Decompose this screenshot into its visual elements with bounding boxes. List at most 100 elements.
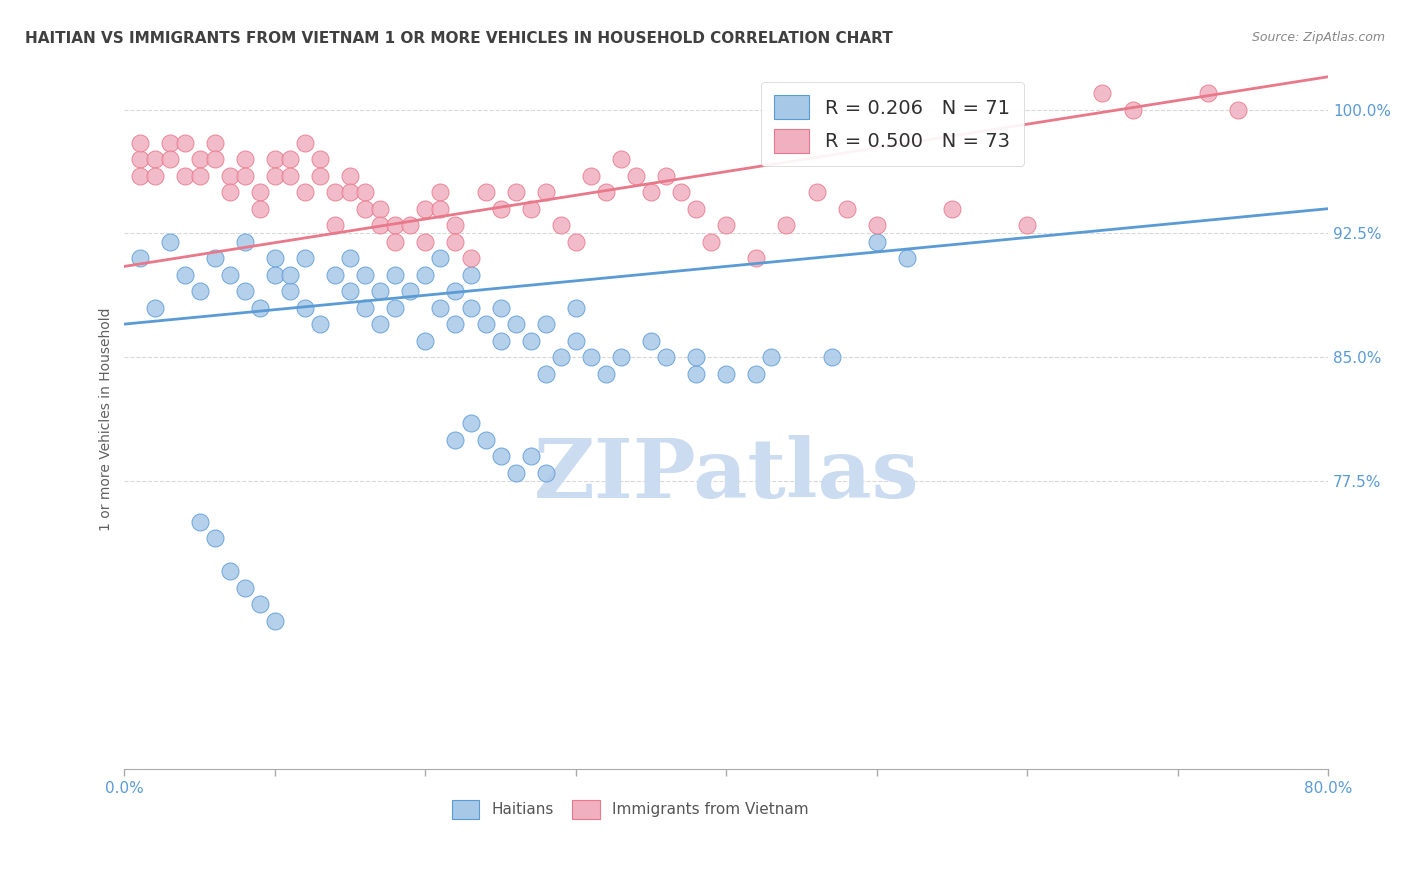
Point: [233, 284, 256, 298]
Point: [640, 334, 662, 348]
Point: [218, 185, 240, 199]
Point: [534, 317, 557, 331]
Point: [128, 136, 150, 150]
Point: [204, 152, 226, 166]
Point: [399, 218, 422, 232]
Point: [565, 334, 588, 348]
Point: [896, 251, 918, 265]
Text: ZIPatlas: ZIPatlas: [533, 435, 920, 515]
Point: [173, 136, 195, 150]
Point: [489, 301, 512, 315]
Point: [323, 185, 346, 199]
Point: [188, 152, 211, 166]
Point: [1226, 103, 1249, 117]
Point: [444, 235, 467, 249]
Point: [354, 268, 377, 282]
Point: [489, 202, 512, 216]
Point: [415, 202, 437, 216]
Point: [339, 169, 361, 183]
Point: [550, 350, 572, 364]
Point: [685, 350, 707, 364]
Point: [159, 136, 181, 150]
Point: [579, 350, 602, 364]
Point: [460, 268, 482, 282]
Point: [204, 251, 226, 265]
Point: [264, 268, 287, 282]
Point: [339, 185, 361, 199]
Point: [278, 152, 301, 166]
Point: [278, 169, 301, 183]
Text: Source: ZipAtlas.com: Source: ZipAtlas.com: [1251, 31, 1385, 45]
Point: [624, 169, 647, 183]
Point: [399, 284, 422, 298]
Point: [489, 449, 512, 463]
Point: [188, 515, 211, 529]
Point: [655, 350, 678, 364]
Point: [429, 251, 451, 265]
Point: [233, 581, 256, 595]
Point: [534, 466, 557, 480]
Point: [384, 235, 406, 249]
Point: [294, 136, 316, 150]
Point: [460, 416, 482, 430]
Point: [249, 202, 271, 216]
Point: [866, 235, 889, 249]
Point: [519, 449, 541, 463]
Point: [474, 433, 496, 447]
Point: [159, 235, 181, 249]
Point: [339, 251, 361, 265]
Point: [610, 350, 633, 364]
Point: [249, 598, 271, 612]
Point: [173, 268, 195, 282]
Point: [384, 268, 406, 282]
Point: [595, 185, 617, 199]
Point: [429, 301, 451, 315]
Point: [278, 268, 301, 282]
Point: [249, 185, 271, 199]
Point: [415, 268, 437, 282]
Point: [444, 218, 467, 232]
Point: [368, 284, 391, 298]
Point: [460, 251, 482, 265]
Point: [866, 218, 889, 232]
Point: [429, 185, 451, 199]
Point: [505, 185, 527, 199]
Point: [655, 169, 678, 183]
Point: [444, 433, 467, 447]
Point: [264, 614, 287, 628]
Point: [685, 202, 707, 216]
Point: [640, 185, 662, 199]
Text: HAITIAN VS IMMIGRANTS FROM VIETNAM 1 OR MORE VEHICLES IN HOUSEHOLD CORRELATION C: HAITIAN VS IMMIGRANTS FROM VIETNAM 1 OR …: [25, 31, 893, 46]
Point: [835, 202, 858, 216]
Point: [460, 301, 482, 315]
Point: [700, 235, 723, 249]
Point: [143, 301, 166, 315]
Point: [323, 268, 346, 282]
Point: [309, 152, 332, 166]
Point: [1091, 87, 1114, 101]
Point: [565, 301, 588, 315]
Point: [294, 185, 316, 199]
Point: [128, 152, 150, 166]
Point: [519, 334, 541, 348]
Point: [444, 284, 467, 298]
Point: [173, 169, 195, 183]
Point: [128, 251, 150, 265]
Point: [159, 152, 181, 166]
Point: [595, 367, 617, 381]
Point: [685, 367, 707, 381]
Point: [323, 218, 346, 232]
Point: [806, 185, 828, 199]
Point: [745, 251, 768, 265]
Point: [820, 350, 842, 364]
Point: [505, 466, 527, 480]
Point: [745, 367, 768, 381]
Point: [941, 202, 963, 216]
Point: [264, 251, 287, 265]
Point: [565, 235, 588, 249]
Point: [534, 185, 557, 199]
Point: [188, 169, 211, 183]
Point: [716, 367, 738, 381]
Point: [354, 185, 377, 199]
Point: [550, 218, 572, 232]
